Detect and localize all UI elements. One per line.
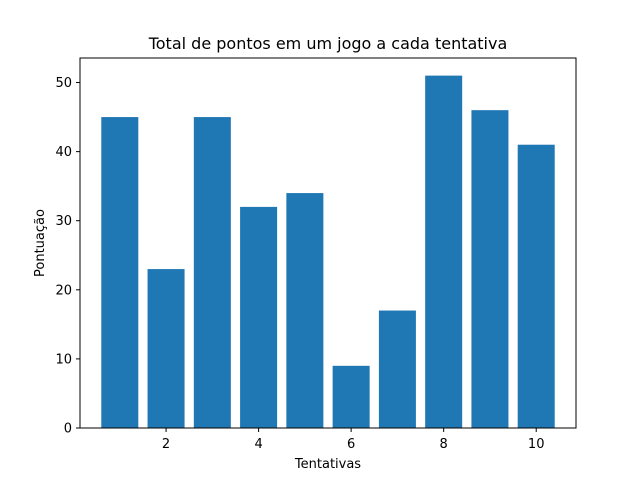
- bars-group: [101, 75, 555, 429]
- bar-8: [425, 75, 463, 428]
- y-tick-label: 10: [55, 352, 72, 367]
- bar-7: [378, 310, 416, 428]
- x-tick-label: 6: [347, 437, 355, 452]
- x-axis-label: Tentativas: [294, 457, 361, 472]
- chart-title: Total de pontos em um jogo a cada tentat…: [148, 34, 508, 53]
- bar-9: [471, 110, 509, 428]
- x-tick-label: 8: [440, 437, 448, 452]
- bar-10: [517, 144, 555, 428]
- x-tick-label: 2: [162, 437, 170, 452]
- y-axis-ticks: 0 10 20 30 40 50: [55, 76, 80, 437]
- y-tick-label: 40: [55, 145, 72, 160]
- bar-5: [286, 193, 324, 428]
- bar-2: [147, 269, 185, 428]
- y-tick-label: 50: [55, 76, 72, 91]
- plot-frame: [79, 57, 577, 429]
- y-tick-label: 0: [64, 422, 72, 437]
- bar-4: [240, 206, 278, 428]
- bar-1: [101, 117, 139, 429]
- x-tick-label: 10: [528, 437, 545, 452]
- y-tick-label: 20: [55, 283, 72, 298]
- bar-6: [332, 365, 370, 428]
- y-tick-label: 30: [55, 214, 72, 229]
- x-axis-ticks: 2 4 6 8 10: [162, 428, 545, 452]
- x-tick-label: 4: [254, 437, 262, 452]
- y-axis-label: Pontuação: [33, 209, 48, 277]
- bar-3: [193, 117, 231, 429]
